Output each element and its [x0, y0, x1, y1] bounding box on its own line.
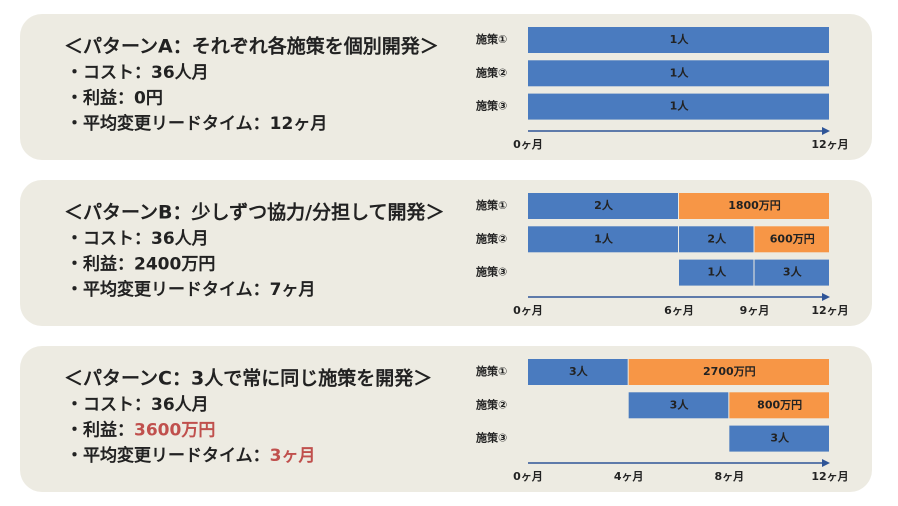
summary-value: 3600万円 [134, 421, 215, 441]
bar-label: 1人 [670, 65, 690, 79]
row-label: 施策① [476, 198, 507, 212]
row-label: 施策③ [476, 265, 507, 279]
tick-label: 4ヶ月 [614, 470, 644, 483]
summary-value: 0円 [134, 89, 163, 109]
summary-label: ・平均変更リードタイム： [66, 113, 270, 134]
summary-line: ・利益：3600万円 [66, 420, 215, 441]
timeline-bar [528, 226, 678, 253]
timeline-bar [528, 93, 829, 120]
row-label: 施策② [476, 231, 507, 245]
summary-value: 36人月 [151, 229, 209, 249]
row-label: 施策② [476, 397, 507, 411]
axis-arrow [822, 293, 830, 301]
summary-label: ・利益： [66, 254, 134, 275]
bar-label: 1人 [594, 231, 614, 245]
row-label: 施策③ [476, 99, 507, 113]
summary-line: ・コスト：36人月 [66, 229, 209, 249]
panel-title: ＜パターンA：それぞれ各施策を個別開発＞ [64, 35, 439, 58]
summary-line: ・コスト：36人月 [66, 395, 209, 415]
tick-label: 0ヶ月 [513, 304, 543, 317]
timeline-bar [729, 425, 829, 452]
tick-label: 8ヶ月 [715, 470, 745, 483]
timeline-bar [679, 193, 829, 219]
summary-line: ・平均変更リードタイム：7ヶ月 [66, 279, 316, 300]
row-label: 施策② [476, 65, 507, 79]
row-label: 施策① [476, 32, 507, 46]
tick-label: 0ヶ月 [513, 470, 543, 483]
bar-label: 800万円 [757, 398, 802, 411]
timeline-bar [729, 392, 829, 419]
axis-arrow [822, 459, 830, 467]
panel-title: ＜パターンC：3人で常に同じ施策を開発＞ [64, 367, 432, 390]
bar-label: 2人 [707, 231, 727, 245]
summary-label: ・利益： [66, 88, 134, 109]
row-label: 施策③ [476, 431, 507, 445]
summary-line: ・平均変更リードタイム：12ヶ月 [66, 113, 327, 134]
summary-value: 7ヶ月 [270, 280, 316, 300]
summary-value: 2400万円 [134, 255, 215, 275]
panel-title: ＜パターンB：少しずつ協力/分担して開発＞ [64, 201, 445, 224]
summary-label: ・コスト： [66, 63, 151, 83]
summary-value: 3ヶ月 [270, 446, 316, 466]
tick-label: 12ヶ月 [811, 304, 848, 317]
bar-label: 1人 [670, 99, 690, 113]
bar-label: 1人 [707, 265, 727, 279]
summary-value: 12ヶ月 [270, 114, 328, 134]
summary-line: ・利益：2400万円 [66, 254, 215, 275]
timeline-bar [528, 193, 678, 219]
bar-label: 3人 [783, 265, 803, 279]
timeline-bar [528, 60, 829, 87]
timeline-bar [754, 226, 829, 253]
tick-label: 12ヶ月 [811, 470, 848, 483]
summary-value: 36人月 [151, 395, 209, 415]
bar-label: 3人 [569, 364, 589, 378]
bar-label: 2人 [594, 198, 614, 212]
summary-label: ・コスト： [66, 229, 151, 249]
summary-label: ・コスト： [66, 395, 151, 415]
bar-label: 3人 [770, 431, 790, 445]
tick-label: 6ヶ月 [664, 304, 694, 317]
summary-label: ・平均変更リードタイム： [66, 279, 270, 300]
tick-label: 0ヶ月 [513, 138, 543, 151]
timeline-bar [628, 392, 729, 419]
timeline-bar [528, 27, 829, 53]
row-label: 施策① [476, 364, 507, 378]
bar-label: 1人 [670, 32, 690, 46]
bar-label: 600万円 [770, 232, 815, 245]
tick-label: 9ヶ月 [740, 304, 770, 317]
bar-label: 1800万円 [728, 199, 781, 212]
summary-line: ・利益：0円 [66, 88, 163, 109]
timeline-bar [754, 259, 829, 286]
bar-label: 2700万円 [703, 365, 756, 378]
timeline-bar [528, 359, 628, 385]
tick-label: 12ヶ月 [811, 138, 848, 151]
summary-label: ・平均変更リードタイム： [66, 445, 270, 466]
axis-arrow [822, 127, 830, 135]
timeline-bar [679, 259, 754, 286]
timeline-bar [628, 359, 829, 385]
summary-line: ・平均変更リードタイム：3ヶ月 [66, 445, 316, 466]
summary-line: ・コスト：36人月 [66, 63, 209, 83]
timeline-bar [679, 226, 754, 253]
summary-label: ・利益： [66, 420, 134, 441]
summary-value: 36人月 [151, 63, 209, 83]
bar-label: 3人 [670, 397, 690, 411]
